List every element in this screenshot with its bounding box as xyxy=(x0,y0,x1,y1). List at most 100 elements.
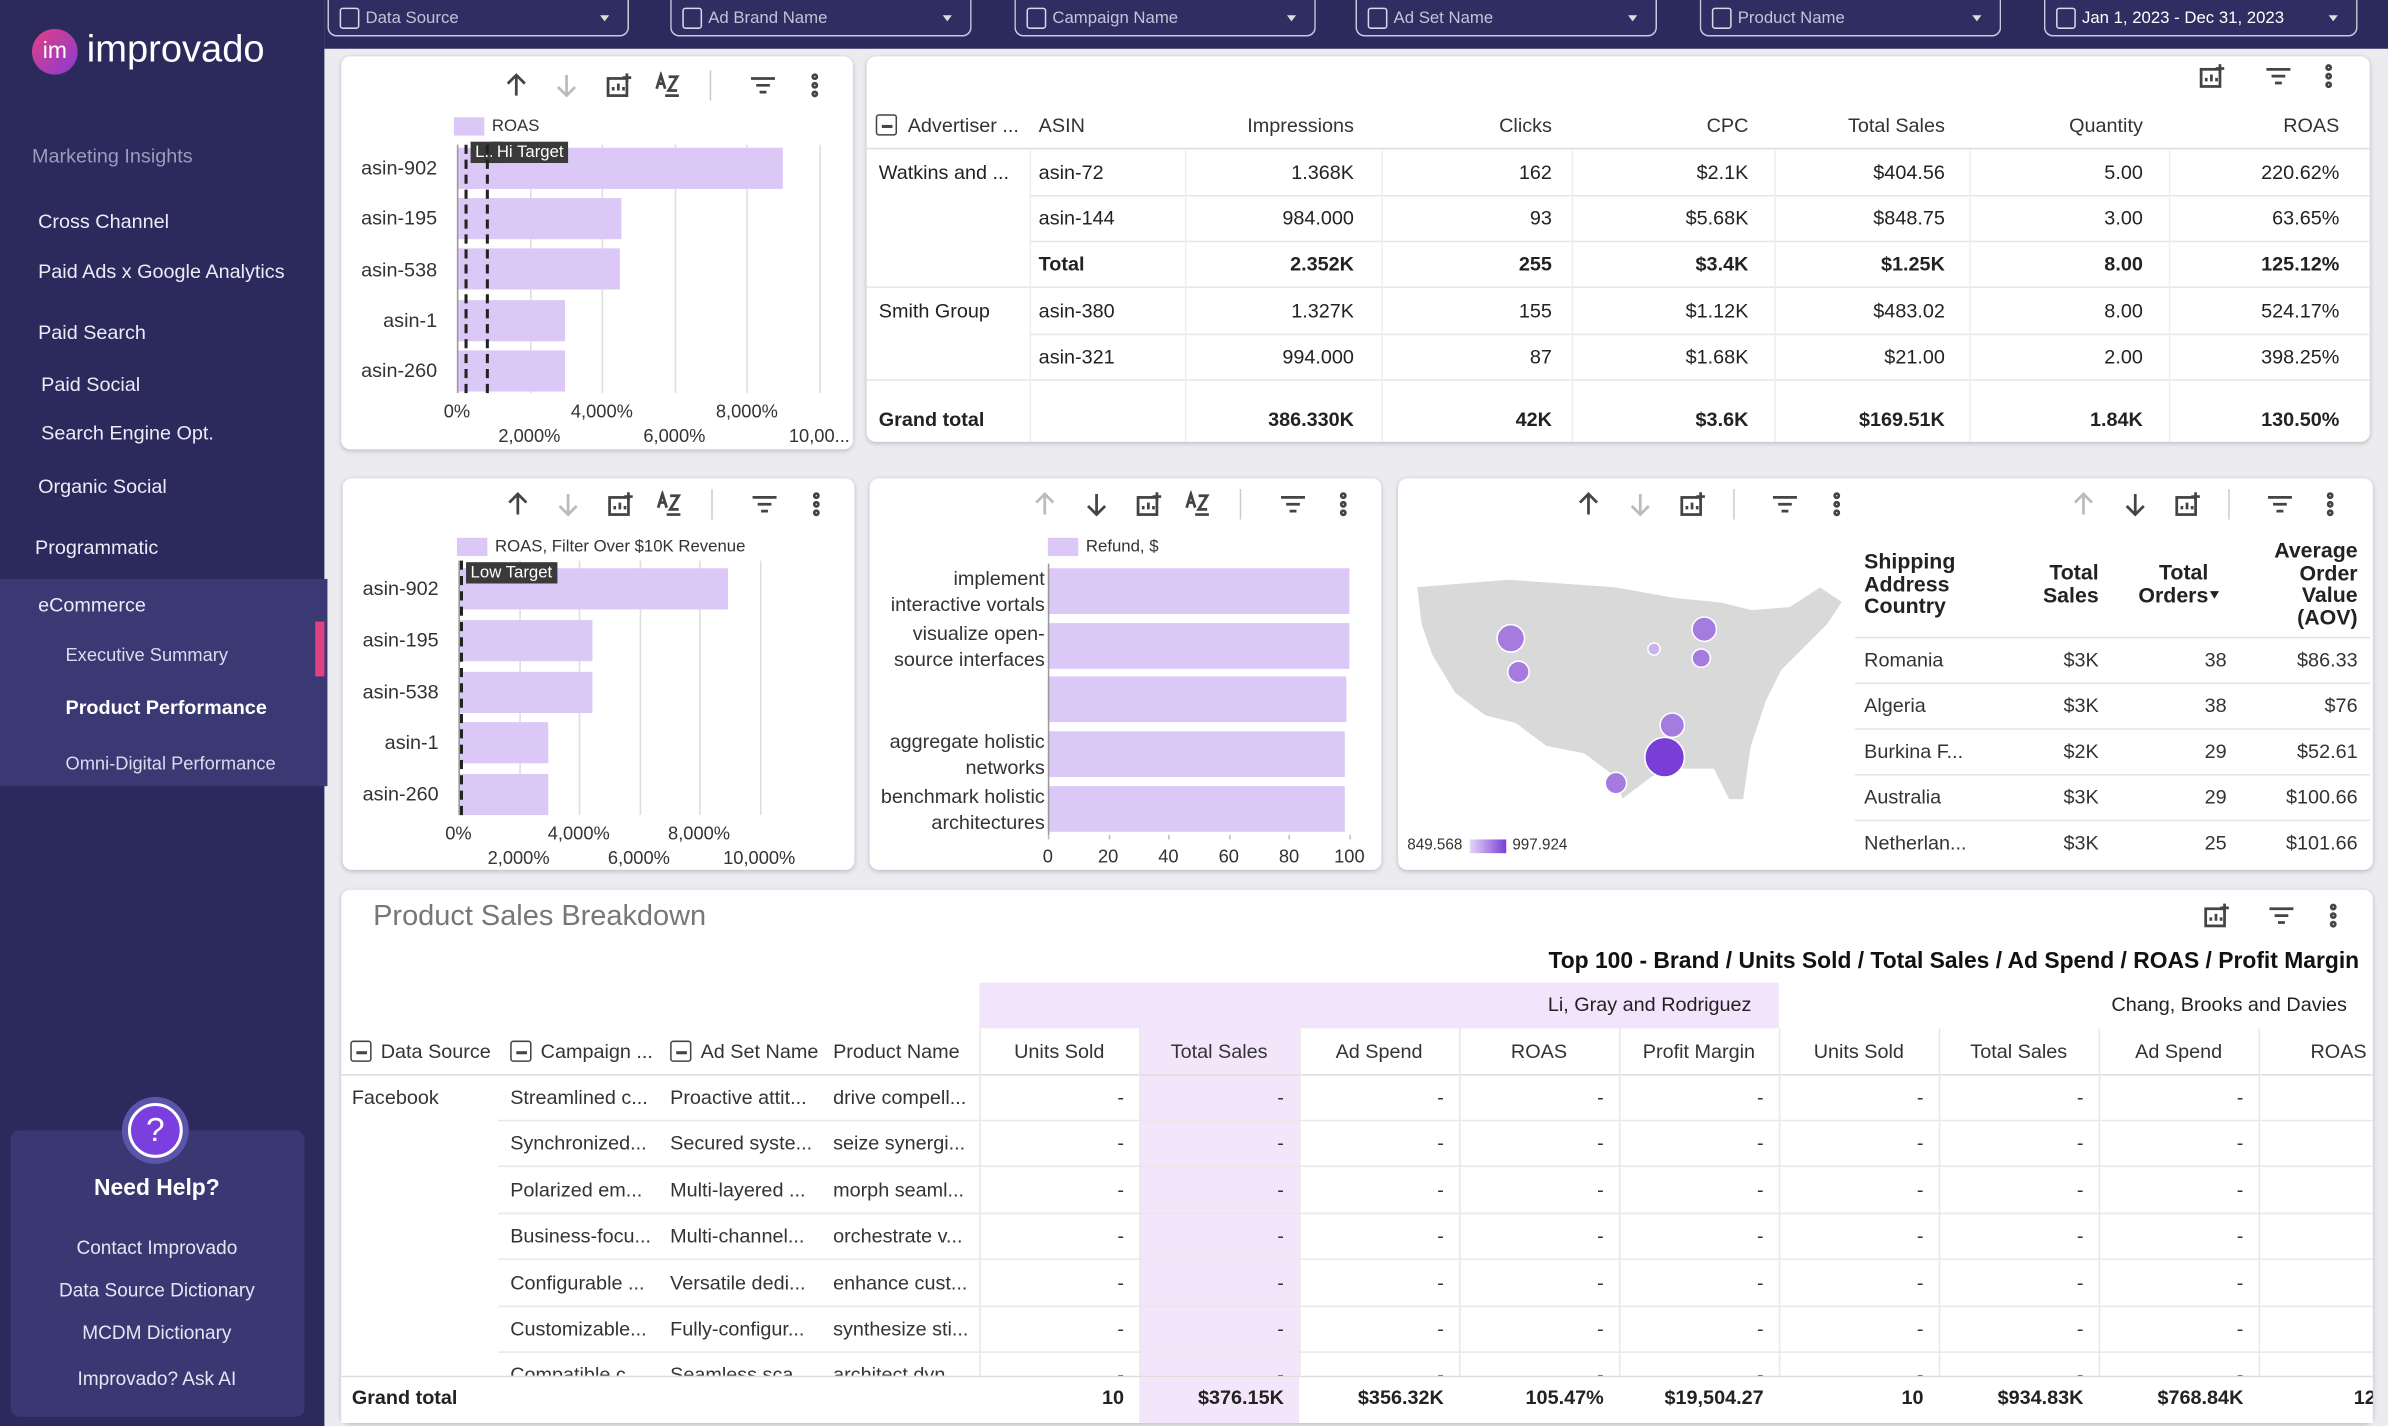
x-tick-label: 4,000% xyxy=(570,400,633,423)
x-tick-label: 20 xyxy=(1097,845,1119,867)
toolbar-up[interactable] xyxy=(503,72,530,99)
x-tick-label: 0% xyxy=(443,400,471,423)
table-cell: Facebook xyxy=(351,1085,439,1109)
filter-label[interactable]: Ad Set Name xyxy=(1393,9,1494,28)
bar xyxy=(458,619,593,661)
table-cell: 1.368K xyxy=(1291,160,1354,184)
help-link[interactable]: Data Source Dictionary xyxy=(58,1279,255,1302)
table-cell: 155 xyxy=(1518,299,1552,323)
toolbar-more[interactable] xyxy=(801,72,828,99)
toolbar-more[interactable] xyxy=(1330,491,1357,518)
table-cell: 2.352K xyxy=(1290,252,1354,275)
row-rule xyxy=(866,379,2370,381)
toolbar-more[interactable] xyxy=(2315,62,2342,89)
toolbar-up[interactable] xyxy=(504,491,531,518)
column-header: Data Source xyxy=(380,1039,491,1063)
toolbar-more[interactable] xyxy=(1823,491,1850,518)
toolbar-down[interactable] xyxy=(1627,491,1654,518)
y-tick-label: asin-195 xyxy=(362,628,439,652)
table-cell: 3.00 xyxy=(2104,206,2143,230)
toolbar-az[interactable] xyxy=(655,70,682,99)
help-link[interactable]: Improvado? Ask AI xyxy=(77,1368,237,1390)
filter-label[interactable]: Ad Brand Name xyxy=(708,9,828,28)
toolbar-down[interactable] xyxy=(1083,491,1110,518)
filter-label[interactable]: Product Name xyxy=(1737,9,1845,28)
column-rule xyxy=(979,1028,981,1423)
collapse-icon xyxy=(350,1040,372,1062)
toolbar-up[interactable] xyxy=(1575,491,1602,518)
nav-item[interactable]: Paid Search xyxy=(38,320,146,344)
filter-dropdown[interactable] xyxy=(1699,0,2002,37)
nav-item[interactable]: Cross Channel xyxy=(38,209,170,233)
grand-total-cell: $768.84K xyxy=(2157,1385,2244,1409)
table-cell: 25 xyxy=(2204,831,2227,854)
filter-dropdown[interactable] xyxy=(670,0,972,37)
toolbar-chart[interactable] xyxy=(2202,902,2229,929)
toolbar-chart[interactable] xyxy=(2198,62,2225,89)
toolbar-az[interactable] xyxy=(656,489,683,518)
nav-item[interactable]: Search Engine Opt. xyxy=(41,421,214,445)
table-cell: 994.000 xyxy=(1282,345,1354,368)
nav-item[interactable]: eCommerce xyxy=(38,593,146,617)
grand-total-cell: $356.32K xyxy=(1357,1385,1444,1409)
nav-item[interactable]: Paid Ads x Google Analytics xyxy=(38,259,285,283)
column-rule xyxy=(1459,1028,1461,1423)
toolbar-down[interactable] xyxy=(553,72,580,99)
row-rule xyxy=(498,1351,2373,1353)
nav-subitem[interactable]: Omni-Digital Performance xyxy=(65,752,276,774)
filter-dropdown[interactable] xyxy=(1014,0,1316,37)
nav-item[interactable]: Programmatic xyxy=(35,535,159,559)
toolbar-filter[interactable] xyxy=(751,491,778,518)
table-cell: Burkina F... xyxy=(1864,739,1964,763)
filter-caret xyxy=(1972,15,1982,22)
nav-item[interactable]: Paid Social xyxy=(41,372,141,396)
nav-subitem[interactable]: Executive Summary xyxy=(65,644,228,666)
toolbar-chart[interactable] xyxy=(2173,491,2200,518)
toolbar-filter[interactable] xyxy=(1279,491,1306,518)
toolbar-more[interactable] xyxy=(2320,902,2347,929)
toolbar-more[interactable] xyxy=(803,491,830,518)
filter-dropdown[interactable] xyxy=(2043,0,2358,37)
toolbar-down[interactable] xyxy=(2122,491,2149,518)
table-cell: - xyxy=(1437,1317,1444,1340)
toolbar-az[interactable] xyxy=(1185,489,1212,518)
nav-subitem[interactable]: Product Performance xyxy=(65,695,267,719)
toolbar-chart[interactable] xyxy=(605,72,632,99)
filter-caret xyxy=(2328,15,2338,22)
toolbar-up[interactable] xyxy=(2070,491,2097,518)
filter-label[interactable]: Campaign Name xyxy=(1052,9,1179,28)
table-cell: Smith Group xyxy=(878,299,990,323)
help-link[interactable]: Contact Improvado xyxy=(76,1237,238,1259)
table-cell: - xyxy=(1437,1131,1444,1155)
header-rule xyxy=(341,1074,2373,1076)
toolbar-chart[interactable] xyxy=(606,491,633,518)
x-tick-label: 2,000% xyxy=(498,425,561,447)
toolbar-more[interactable] xyxy=(2316,491,2343,518)
table-cell: - xyxy=(2236,1131,2244,1155)
toolbar-filter[interactable] xyxy=(1771,491,1798,518)
table-cell: - xyxy=(1277,1317,1284,1340)
nav-item[interactable]: Organic Social xyxy=(38,474,167,498)
table-cell: 29 xyxy=(2204,739,2227,763)
toolbar-filter[interactable] xyxy=(2266,491,2293,518)
table-cell: 398.25% xyxy=(2261,345,2340,368)
help-link[interactable]: MCDM Dictionary xyxy=(82,1322,232,1344)
help-icon[interactable]: ? xyxy=(127,1103,183,1158)
filter-dropdown[interactable] xyxy=(1355,0,1658,37)
filter-label[interactable]: Jan 1, 2023 - Dec 31, 2023 xyxy=(2081,9,2285,28)
bar xyxy=(456,197,621,239)
toolbar-chart[interactable] xyxy=(1678,491,1705,518)
x-tick-label: 10,000% xyxy=(723,847,796,869)
toolbar-up[interactable] xyxy=(1031,491,1058,518)
filter-dropdown[interactable] xyxy=(327,0,629,37)
toolbar-filter[interactable] xyxy=(749,72,776,99)
group-header: Chang, Brooks and Davies xyxy=(2111,992,2347,1016)
toolbar-filter[interactable] xyxy=(2268,902,2295,929)
filter-label[interactable]: Data Source xyxy=(365,9,459,28)
help-title: Need Help? xyxy=(94,1175,220,1202)
toolbar-chart[interactable] xyxy=(1135,491,1162,518)
table-cell: - xyxy=(2236,1224,2244,1247)
table-cell: - xyxy=(2076,1085,2084,1109)
toolbar-filter[interactable] xyxy=(2265,62,2292,89)
toolbar-down[interactable] xyxy=(554,491,581,518)
